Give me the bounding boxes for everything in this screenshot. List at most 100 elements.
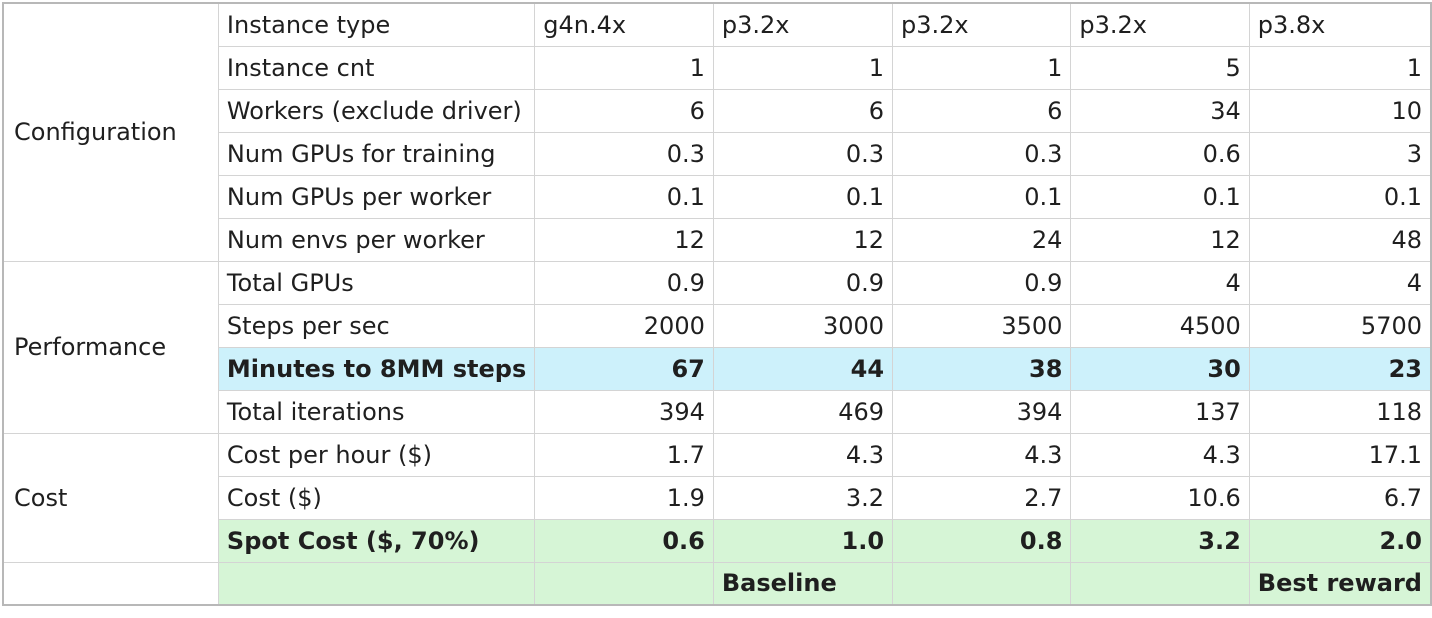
table-cell: 469 (712, 389, 894, 434)
table-cell: 34 (1070, 88, 1250, 133)
column-header: p3.8x (1248, 2, 1432, 47)
table-cell: 0.1 (712, 174, 894, 219)
table-cell: 4.3 (712, 432, 894, 477)
footer-cell (892, 561, 1072, 606)
table-cell: 10.6 (1070, 475, 1250, 520)
table-cell: 6.7 (1248, 475, 1432, 520)
table-cell: 4.3 (1070, 432, 1250, 477)
table-cell: 12 (534, 217, 714, 262)
table-row: Instance cnt 1 1 1 5 1 (3, 45, 1432, 90)
table-cell: 137 (1070, 389, 1250, 434)
footer-row: Baseline Best reward (2, 561, 1432, 606)
table-cell: 0.3 (892, 131, 1072, 176)
table-cell: 0.1 (1248, 174, 1432, 219)
table-cell: 6 (534, 88, 714, 133)
column-header: g4n.4x (534, 2, 714, 47)
highlighted-row-minutes: Minutes to 8MM steps 67 44 38 30 23 (3, 346, 1432, 391)
group-cost: Cost (2, 432, 219, 563)
table-cell: 4 (1248, 260, 1432, 305)
row-label: Num GPUs per worker (217, 174, 536, 219)
table-cell: 3.2 (1070, 518, 1250, 563)
row-label: Instance cnt (217, 45, 536, 90)
table-cell: 2.7 (892, 475, 1072, 520)
table-row: Performance Total GPUs 0.9 0.9 0.9 4 4 (2, 260, 1432, 434)
table-cell: 4 (1070, 260, 1250, 305)
row-label: Workers (exclude driver) (217, 88, 536, 133)
table-cell: 0.9 (712, 260, 894, 305)
table-cell: 0.1 (892, 174, 1072, 219)
table-cell: 0.6 (534, 518, 714, 563)
table-cell: 1.9 (534, 475, 714, 520)
table-body: Configuration Instance type g4n.4x p3.2x… (2, 2, 1432, 606)
row-label: Cost per hour ($) (217, 432, 536, 477)
row-label: Total GPUs (217, 260, 536, 305)
table-cell: 24 (892, 217, 1072, 262)
footer-empty-cell (2, 561, 219, 606)
footer-cell-best-reward: Best reward (1248, 561, 1432, 606)
table-cell: 38 (892, 346, 1072, 391)
table-cell: 0.9 (534, 260, 714, 305)
table-cell: 1 (534, 45, 714, 90)
row-label: Spot Cost ($, 70%) (217, 518, 536, 563)
footer-cell (217, 561, 536, 606)
column-header: p3.2x (712, 2, 894, 47)
table-cell: 118 (1248, 389, 1432, 434)
table-cell: 12 (712, 217, 894, 262)
table-cell: 4.3 (892, 432, 1072, 477)
row-label: Minutes to 8MM steps (217, 346, 536, 391)
header-row: Configuration Instance type g4n.4x p3.2x… (2, 2, 1432, 262)
table-cell: 3.2 (712, 475, 894, 520)
table-cell: 394 (534, 389, 714, 434)
table-cell: 1 (892, 45, 1072, 90)
table-cell: 67 (534, 346, 714, 391)
table-cell: 44 (712, 346, 894, 391)
table-cell: 0.3 (712, 131, 894, 176)
table-row: Num GPUs per worker 0.1 0.1 0.1 0.1 0.1 (3, 174, 1432, 219)
table-cell: 1 (712, 45, 894, 90)
table-row: Num envs per worker 12 12 24 12 48 (3, 217, 1432, 262)
group-performance: Performance (2, 260, 219, 434)
table-cell: 5700 (1248, 303, 1432, 348)
table-cell: 3 (1248, 131, 1432, 176)
table-cell: 6 (712, 88, 894, 133)
table-cell: 1.7 (534, 432, 714, 477)
table-cell: 2.0 (1248, 518, 1432, 563)
footer-cell-baseline: Baseline (712, 561, 894, 606)
instance-comparison-table: Configuration Instance type g4n.4x p3.2x… (2, 2, 1432, 606)
row-label: Steps per sec (217, 303, 536, 348)
row-label: Num GPUs for training (217, 131, 536, 176)
table-cell: 30 (1070, 346, 1250, 391)
table-cell: 4500 (1070, 303, 1250, 348)
column-header: p3.2x (1070, 2, 1250, 47)
table-row: Cost Cost per hour ($) 1.7 4.3 4.3 4.3 1… (2, 432, 1432, 563)
group-configuration: Configuration (2, 2, 219, 262)
table-cell: 0.9 (892, 260, 1072, 305)
row-label: Total iterations (217, 389, 536, 434)
table-cell: 3000 (712, 303, 894, 348)
table-cell: 2000 (534, 303, 714, 348)
table-cell: 3500 (892, 303, 1072, 348)
table-cell: 0.3 (534, 131, 714, 176)
table-cell: 17.1 (1248, 432, 1432, 477)
table-cell: 0.8 (892, 518, 1072, 563)
highlighted-row-spot-cost: Spot Cost ($, 70%) 0.6 1.0 0.8 3.2 2.0 (3, 518, 1432, 563)
table-cell: 5 (1070, 45, 1250, 90)
table-cell: 1 (1248, 45, 1432, 90)
table-cell: 23 (1248, 346, 1432, 391)
table-row: Workers (exclude driver) 6 6 6 34 10 (3, 88, 1432, 133)
table-cell: 1.0 (712, 518, 894, 563)
table-cell: 48 (1248, 217, 1432, 262)
table-cell: 10 (1248, 88, 1432, 133)
table-cell: 0.1 (534, 174, 714, 219)
table-cell: 0.6 (1070, 131, 1250, 176)
row-label: Cost ($) (217, 475, 536, 520)
footer-cell (1070, 561, 1250, 606)
column-header: p3.2x (892, 2, 1072, 47)
table-row: Steps per sec 2000 3000 3500 4500 5700 (3, 303, 1432, 348)
table-cell: 6 (892, 88, 1072, 133)
table-cell: 12 (1070, 217, 1250, 262)
row-label: Instance type (217, 2, 536, 47)
table-cell: 394 (892, 389, 1072, 434)
row-label: Num envs per worker (217, 217, 536, 262)
table-row: Num GPUs for training 0.3 0.3 0.3 0.6 3 (3, 131, 1432, 176)
